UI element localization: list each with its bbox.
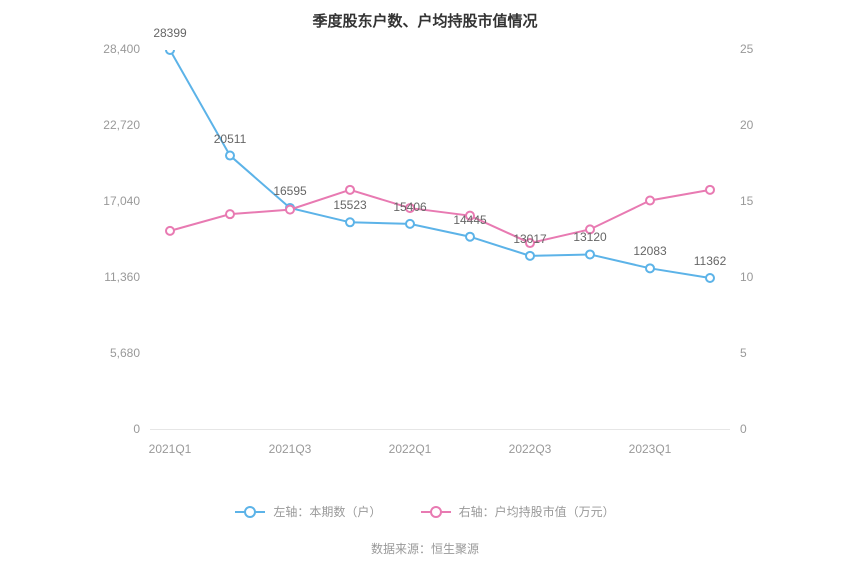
y-left-tick-label: 17,040 (80, 194, 140, 208)
data-point-label: 16595 (273, 184, 306, 198)
y-left-tick-label: 0 (80, 422, 140, 436)
y-left-tick-label: 28,400 (80, 42, 140, 56)
x-tick-label: 2023Q1 (629, 442, 672, 456)
y-left-tick-label: 5,680 (80, 346, 140, 360)
y-right-tick-label: 5 (740, 346, 747, 360)
source-line: 数据来源：恒生聚源 (0, 540, 850, 557)
chart-svg (150, 50, 730, 430)
x-tick-label: 2021Q1 (149, 442, 192, 456)
legend-label-right: 右轴：户均持股市值（万元） (459, 503, 615, 520)
y-right-tick-label: 10 (740, 270, 753, 284)
legend-item-left: 左轴：本期数（户） (235, 503, 381, 520)
x-tick-label: 2022Q1 (389, 442, 432, 456)
x-tick-label: 2022Q3 (509, 442, 552, 456)
data-point-label: 15523 (333, 198, 366, 212)
plot-area (150, 50, 730, 430)
chart-container: 季度股东户数、户均持股市值情况 左轴：本期数（户） 右轴：户均持股市值（万元） … (0, 0, 850, 575)
data-point-label: 20511 (214, 132, 246, 146)
data-point-label: 11362 (694, 254, 726, 268)
legend-swatch-left (235, 507, 265, 517)
y-right-tick-label: 0 (740, 422, 747, 436)
legend: 左轴：本期数（户） 右轴：户均持股市值（万元） (0, 503, 850, 520)
data-point-label: 15406 (393, 200, 426, 214)
data-point-label: 14445 (453, 213, 486, 227)
chart-title: 季度股东户数、户均持股市值情况 (0, 10, 850, 31)
y-right-tick-label: 15 (740, 194, 753, 208)
y-right-tick-label: 25 (740, 42, 753, 56)
y-left-tick-label: 11,360 (80, 270, 140, 284)
data-point-label: 28399 (153, 26, 186, 40)
legend-label-left: 左轴：本期数（户） (273, 503, 381, 520)
data-point-label: 13017 (513, 232, 546, 246)
y-left-tick-label: 22,720 (80, 118, 140, 132)
data-point-label: 13120 (573, 230, 606, 244)
y-right-tick-label: 20 (740, 118, 753, 132)
x-tick-label: 2021Q3 (269, 442, 312, 456)
legend-swatch-right (421, 507, 451, 517)
legend-item-right: 右轴：户均持股市值（万元） (421, 503, 615, 520)
data-point-label: 12083 (633, 244, 666, 258)
